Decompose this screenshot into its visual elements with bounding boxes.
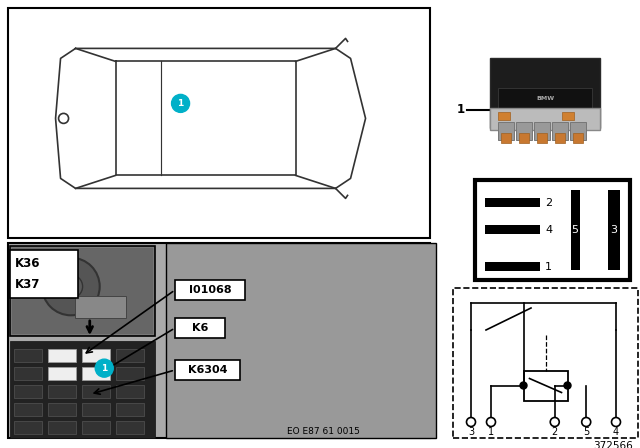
Bar	[534, 122, 550, 140]
Bar	[475, 180, 630, 280]
Bar	[175, 280, 245, 300]
Bar	[555, 133, 565, 143]
Text: K36: K36	[15, 257, 40, 270]
Text: 2: 2	[545, 198, 552, 207]
Bar	[516, 122, 532, 140]
Bar	[82, 349, 110, 362]
Circle shape	[564, 382, 571, 389]
Bar	[10, 250, 78, 298]
Bar	[519, 133, 529, 143]
Bar	[490, 58, 600, 128]
Text: 4: 4	[613, 427, 619, 437]
Bar	[116, 385, 144, 398]
Bar	[48, 349, 76, 362]
Bar	[82, 421, 110, 434]
Circle shape	[42, 258, 100, 315]
Text: 5: 5	[583, 427, 589, 437]
Text: 2: 2	[552, 427, 558, 437]
Bar	[14, 385, 42, 398]
Bar	[82, 385, 110, 398]
Bar	[498, 122, 514, 140]
Bar	[48, 403, 76, 416]
Text: K6: K6	[192, 323, 208, 333]
Text: 1: 1	[457, 103, 465, 116]
Bar	[573, 133, 583, 143]
Bar	[498, 88, 592, 113]
Bar	[12, 248, 153, 334]
Bar	[8, 8, 430, 238]
Circle shape	[59, 113, 68, 123]
Circle shape	[520, 382, 527, 389]
Bar	[537, 133, 547, 143]
Text: BMW: BMW	[536, 95, 554, 100]
Bar	[48, 367, 76, 380]
Bar	[14, 367, 42, 380]
Text: EO E87 61 0015: EO E87 61 0015	[287, 426, 360, 435]
Bar	[175, 360, 240, 380]
Text: 4: 4	[545, 225, 552, 235]
Bar	[562, 112, 574, 120]
Circle shape	[95, 359, 113, 377]
Bar	[175, 318, 225, 338]
Bar	[76, 296, 126, 318]
Bar	[608, 190, 620, 270]
Bar	[82, 403, 110, 416]
Circle shape	[611, 418, 621, 426]
Bar	[48, 421, 76, 434]
Text: K6304: K6304	[188, 365, 227, 375]
Bar	[501, 133, 511, 143]
Bar	[490, 108, 600, 130]
Bar	[166, 243, 436, 438]
Bar	[48, 367, 76, 380]
Text: 1: 1	[545, 262, 552, 271]
Bar	[498, 112, 510, 120]
Bar	[571, 190, 580, 270]
Circle shape	[60, 275, 83, 298]
Bar	[48, 349, 76, 362]
Text: I01068: I01068	[189, 285, 231, 295]
Bar	[82, 367, 110, 380]
Text: K37: K37	[15, 278, 40, 291]
Text: 3: 3	[611, 225, 618, 235]
Bar	[485, 262, 540, 271]
Text: 3: 3	[468, 427, 474, 437]
Bar	[10, 341, 155, 438]
Circle shape	[486, 418, 495, 426]
Bar	[570, 122, 586, 140]
Bar	[14, 421, 42, 434]
Circle shape	[467, 418, 476, 426]
Bar	[8, 243, 430, 438]
Bar	[48, 385, 76, 398]
Bar	[116, 367, 144, 380]
Text: 1: 1	[177, 99, 184, 108]
Text: 372566: 372566	[593, 441, 633, 448]
Text: 5: 5	[572, 225, 579, 235]
Bar	[82, 349, 110, 362]
Bar	[82, 367, 110, 380]
Bar	[453, 288, 638, 438]
Text: 1: 1	[101, 364, 108, 373]
Circle shape	[550, 418, 559, 426]
Circle shape	[172, 95, 189, 112]
Bar	[485, 225, 540, 234]
Bar	[552, 122, 568, 140]
Circle shape	[582, 418, 591, 426]
Bar	[116, 421, 144, 434]
Text: 1: 1	[488, 427, 494, 437]
Bar	[116, 403, 144, 416]
Bar	[116, 349, 144, 362]
Bar	[10, 246, 155, 336]
Bar	[524, 370, 568, 401]
Bar	[14, 403, 42, 416]
Bar	[14, 349, 42, 362]
Bar	[485, 198, 540, 207]
